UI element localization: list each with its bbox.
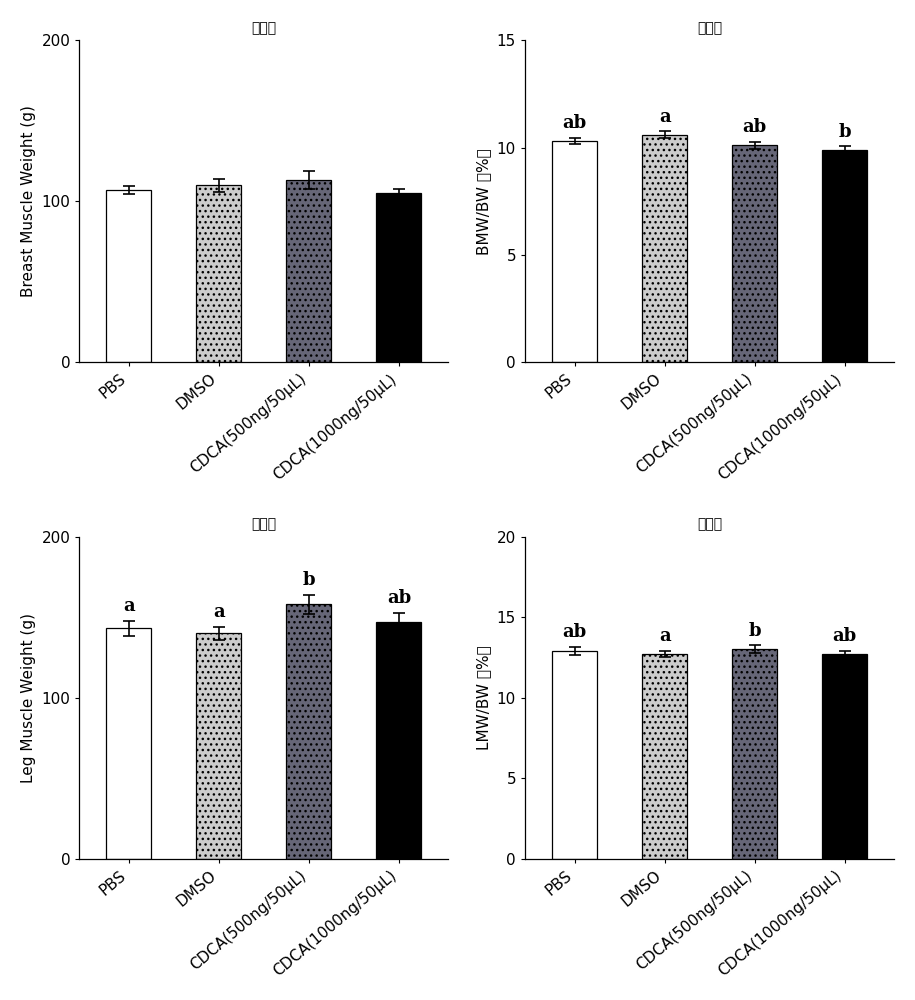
- Text: b: b: [303, 571, 315, 589]
- Text: ab: ab: [833, 627, 856, 645]
- Bar: [286, 604, 331, 859]
- Bar: [106, 190, 151, 362]
- Text: ab: ab: [563, 623, 587, 641]
- Text: b: b: [748, 622, 761, 640]
- Text: a: a: [659, 108, 671, 126]
- Bar: [552, 141, 597, 362]
- Title: 腿肌重: 腿肌重: [252, 517, 276, 531]
- Bar: [286, 180, 331, 362]
- Text: ab: ab: [563, 114, 587, 132]
- Bar: [376, 622, 422, 859]
- Y-axis label: Leg Muscle Weight (g): Leg Muscle Weight (g): [21, 613, 36, 783]
- Bar: [376, 193, 422, 362]
- Bar: [642, 654, 687, 859]
- Bar: [732, 145, 777, 362]
- Y-axis label: Breast Muscle Weight (g): Breast Muscle Weight (g): [21, 105, 36, 297]
- Bar: [823, 150, 867, 362]
- Title: 胸肌率: 胸肌率: [697, 21, 722, 35]
- Bar: [732, 649, 777, 859]
- Text: a: a: [123, 597, 135, 615]
- Text: a: a: [213, 603, 225, 621]
- Bar: [642, 135, 687, 362]
- Bar: [197, 633, 242, 859]
- Y-axis label: LMW/BW （%）: LMW/BW （%）: [476, 645, 491, 750]
- Y-axis label: BMW/BW （%）: BMW/BW （%）: [476, 148, 491, 255]
- Title: 腿肌率: 腿肌率: [697, 517, 722, 531]
- Bar: [197, 185, 242, 362]
- Title: 胸肌重: 胸肌重: [252, 21, 276, 35]
- Text: a: a: [659, 627, 671, 645]
- Text: ab: ab: [742, 118, 767, 136]
- Bar: [106, 628, 151, 859]
- Bar: [823, 654, 867, 859]
- Text: b: b: [838, 123, 851, 141]
- Bar: [552, 651, 597, 859]
- Text: ab: ab: [387, 589, 411, 607]
